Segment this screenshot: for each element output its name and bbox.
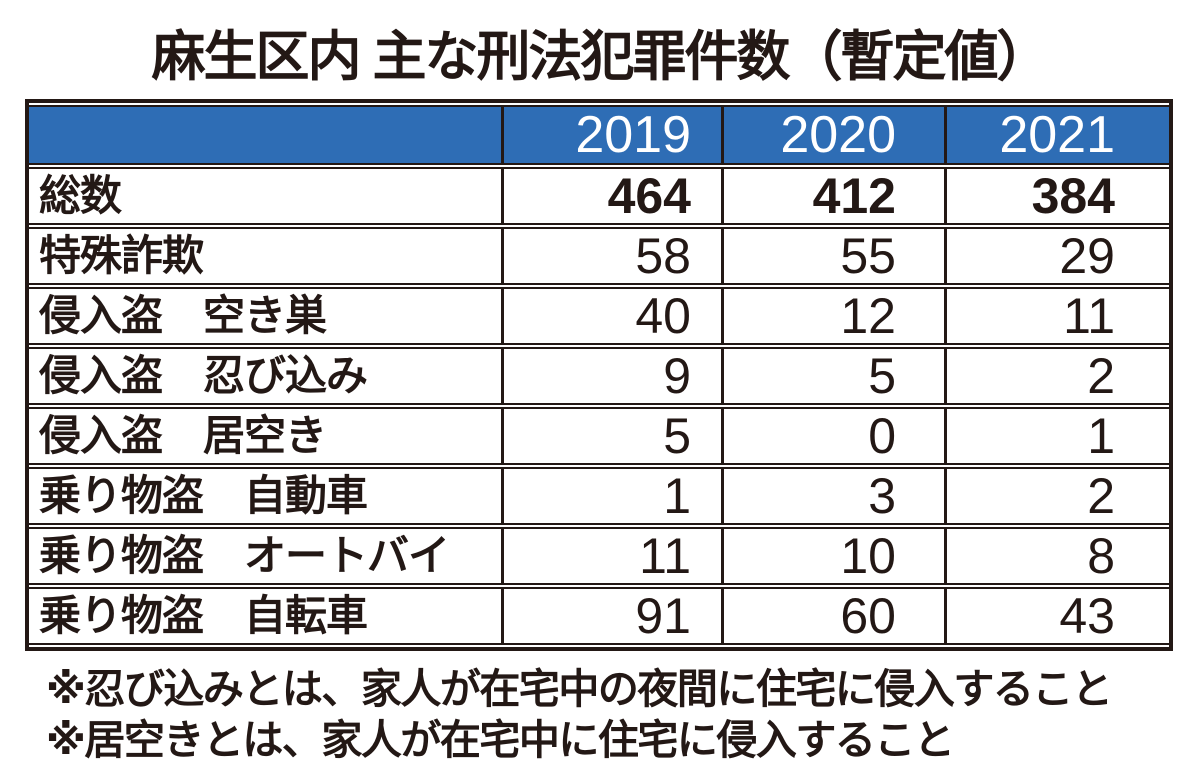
row-label: 総数 bbox=[29, 167, 501, 225]
value-cell: 10 bbox=[721, 527, 944, 585]
page-title: 麻生区内 主な刑法犯罪件数（暫定値） bbox=[151, 27, 1050, 87]
value-cell: 12 bbox=[721, 287, 944, 345]
row-label: 乗り物盗 オートバイ bbox=[29, 527, 501, 585]
header-empty-cell bbox=[29, 105, 501, 165]
row-label: 侵入盗 居空き bbox=[29, 407, 501, 465]
value-cell: 9 bbox=[501, 347, 721, 405]
table-row-burglary-shinobikomi: 侵入盗 忍び込み 9 5 2 bbox=[29, 347, 1169, 405]
row-label: 特殊詐欺 bbox=[29, 227, 501, 285]
row-label: 侵入盗 忍び込み bbox=[29, 347, 501, 405]
table-row-fraud: 特殊詐欺 58 55 29 bbox=[29, 227, 1169, 285]
header-year-2021: 2021 bbox=[944, 105, 1169, 165]
value-cell: 11 bbox=[501, 527, 721, 585]
value-cell: 384 bbox=[944, 167, 1169, 225]
value-cell: 58 bbox=[501, 227, 721, 285]
table-row-vehicle-motorcycle: 乗り物盗 オートバイ 11 10 8 bbox=[29, 527, 1169, 585]
value-cell: 5 bbox=[721, 347, 944, 405]
value-cell: 1 bbox=[944, 407, 1169, 465]
row-label: 乗り物盗 自動車 bbox=[29, 467, 501, 525]
value-cell: 55 bbox=[721, 227, 944, 285]
value-cell: 0 bbox=[721, 407, 944, 465]
value-cell: 8 bbox=[944, 527, 1169, 585]
value-cell: 2 bbox=[944, 467, 1169, 525]
value-cell: 11 bbox=[944, 287, 1169, 345]
table-row-total: 総数 464 412 384 bbox=[29, 167, 1169, 225]
table-row-vehicle-bicycle: 乗り物盗 自転車 91 60 43 bbox=[29, 587, 1169, 645]
header-year-2020: 2020 bbox=[721, 105, 944, 165]
value-cell: 5 bbox=[501, 407, 721, 465]
footnotes: ※忍び込みとは、家人が在宅中の夜間に住宅に侵入すること ※居空きとは、家人が在宅… bbox=[46, 664, 1113, 766]
value-cell: 40 bbox=[501, 287, 721, 345]
footnote-shinobikomi: ※忍び込みとは、家人が在宅中の夜間に住宅に侵入すること bbox=[46, 666, 1113, 712]
table-header-row: 2019 2020 2021 bbox=[29, 105, 1169, 165]
value-cell: 464 bbox=[501, 167, 721, 225]
value-cell: 60 bbox=[721, 587, 944, 645]
row-label: 乗り物盗 自転車 bbox=[29, 587, 501, 645]
header-year-2019: 2019 bbox=[501, 105, 721, 165]
value-cell: 3 bbox=[721, 467, 944, 525]
value-cell: 412 bbox=[721, 167, 944, 225]
value-cell: 2 bbox=[944, 347, 1169, 405]
value-cell: 29 bbox=[944, 227, 1169, 285]
crime-stats-table: 2019 2020 2021 総数 464 412 384 特殊詐欺 58 55… bbox=[25, 99, 1173, 651]
value-cell: 43 bbox=[944, 587, 1169, 645]
value-cell: 91 bbox=[501, 587, 721, 645]
value-cell: 1 bbox=[501, 467, 721, 525]
table-row-burglary-akisu: 侵入盗 空き巣 40 12 11 bbox=[29, 287, 1169, 345]
row-label: 侵入盗 空き巣 bbox=[29, 287, 501, 345]
footnote-iaki: ※居空きとは、家人が在宅中に住宅に侵入すること bbox=[46, 717, 955, 763]
table-row-vehicle-car: 乗り物盗 自動車 1 3 2 bbox=[29, 467, 1169, 525]
table-row-burglary-iaki: 侵入盗 居空き 5 0 1 bbox=[29, 407, 1169, 465]
